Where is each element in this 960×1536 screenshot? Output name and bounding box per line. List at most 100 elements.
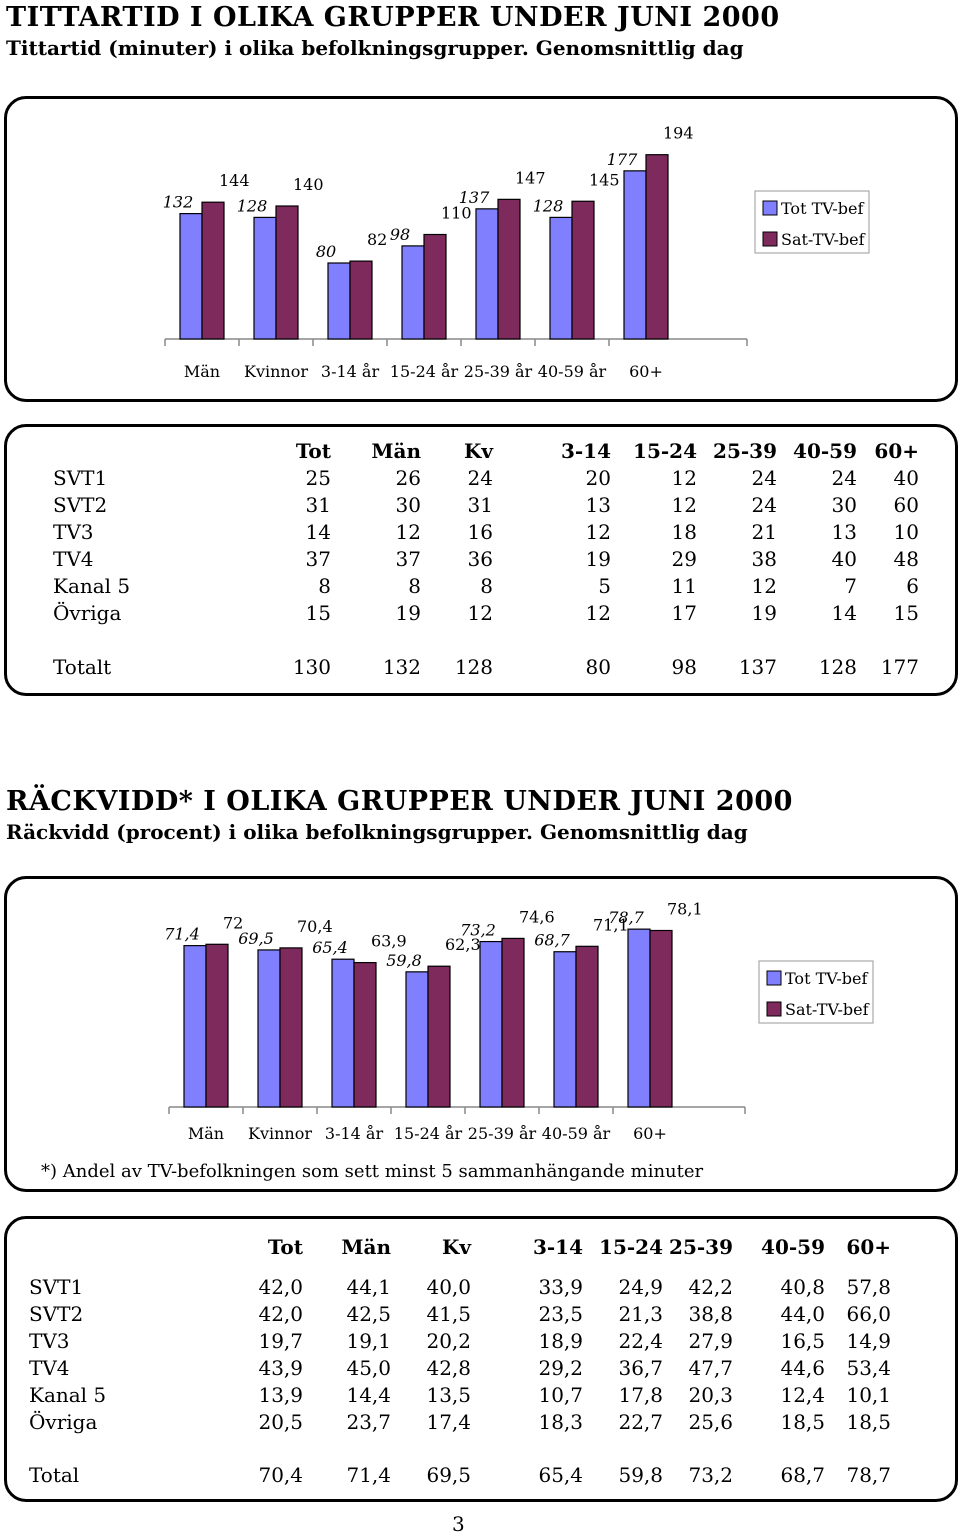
bar-sat [275, 205, 299, 340]
bar-sat [571, 200, 595, 340]
chart1: 132 144 Män 128 140 Kvinnor 80 82 3-14 år 98 110 15… [163, 124, 870, 381]
table-cell: 17 [671, 601, 697, 625]
data-label-sat: 62,3 [445, 935, 481, 954]
bar-sat [279, 947, 303, 1108]
bar-tot [553, 951, 577, 1108]
category-label: 25-39 år [468, 1124, 537, 1143]
table-cell: 30 [831, 493, 857, 517]
table-cell: 10,1 [846, 1383, 891, 1407]
data-label-tot: 177 [607, 150, 638, 169]
table-header: 60+ [846, 1235, 891, 1259]
category-label: Män [188, 1124, 224, 1143]
table-cell: 24 [831, 466, 857, 490]
table-cell: 42,0 [258, 1302, 303, 1326]
total-cell: 68,7 [780, 1463, 825, 1487]
row-label: SVT1 [29, 1275, 84, 1299]
bar-tot [549, 216, 573, 340]
table-cell: 13 [585, 493, 611, 517]
bar-tot [479, 940, 503, 1108]
table-cell: 44,1 [346, 1275, 391, 1299]
table-cell: 40 [831, 547, 857, 571]
data-label-sat: 144 [219, 171, 250, 190]
table-cell: 12 [585, 520, 611, 544]
section1-subtitle: Tittartid (minuter) i olika befolkningsg… [6, 36, 744, 60]
bar-tot [179, 212, 203, 340]
row-label: SVT2 [29, 1302, 84, 1326]
bar-sat [201, 201, 225, 340]
table-cell: 29 [671, 547, 697, 571]
table-cell: 8 [480, 574, 493, 598]
table-cell: 8 [318, 574, 331, 598]
table-cell: 44,6 [780, 1356, 825, 1380]
row-label: TV3 [53, 520, 94, 544]
data-label-tot: 128 [237, 196, 268, 215]
table1: Tot Män Kv 3-14 15-24 25-39 40-59 60+ SVT1 25 26 24… [7, 427, 955, 693]
page-number: 3 [452, 1512, 465, 1536]
category-label: 3-14 år [321, 362, 380, 381]
bar-tot [327, 262, 351, 340]
table-cell: 21,3 [618, 1302, 663, 1326]
table-cell: 24 [467, 466, 493, 490]
total-cell: 130 [292, 655, 331, 679]
table-cell: 36,7 [618, 1356, 663, 1380]
table-cell: 19,1 [346, 1329, 391, 1353]
table-cell: 19 [585, 547, 611, 571]
total-cell: 137 [738, 655, 777, 679]
data-label-tot: 98 [390, 225, 410, 244]
chart2: 71,4 72 Män 69,5 70,4 Kvinnor 65,4 63,9 3-14 år 5… [164, 899, 874, 1143]
bar-tot [183, 945, 207, 1108]
table-cell: 20,3 [688, 1383, 733, 1407]
table-header: Kv [463, 439, 493, 463]
legend-label-sat: Sat-TV-bef [785, 1000, 870, 1019]
data-label-sat: 72 [223, 913, 243, 932]
table-cell: 60 [893, 493, 919, 517]
table-cell: 31 [305, 493, 331, 517]
legend-swatch-tot [766, 970, 782, 986]
bar-sat [575, 945, 599, 1108]
table-cell: 10,7 [538, 1383, 583, 1407]
data-label-sat: 63,9 [371, 932, 407, 951]
bar-tot [627, 928, 651, 1108]
bar-sat [205, 943, 229, 1108]
table-cell: 20 [585, 466, 611, 490]
table-cell: 25,6 [688, 1410, 733, 1434]
data-label-tot: 68,7 [534, 931, 570, 950]
data-label-sat: 78,1 [667, 899, 703, 918]
bar-sat [349, 260, 373, 340]
total-cell: 177 [880, 655, 919, 679]
table-cell: 20,2 [426, 1329, 471, 1353]
category-label: 25-39 år [464, 362, 533, 381]
table-cell: 38 [751, 547, 777, 571]
data-label-tot: 59,8 [386, 951, 422, 970]
table-cell: 48 [893, 547, 919, 571]
legend-label-sat: Sat-TV-bef [781, 230, 866, 249]
table-cell: 14,9 [846, 1329, 891, 1353]
table-cell: 57,8 [846, 1275, 891, 1299]
category-label: 60+ [629, 362, 663, 381]
table-cell: 14 [831, 601, 857, 625]
category-label: 15-24 år [394, 1124, 463, 1143]
table-cell: 42,5 [346, 1302, 391, 1326]
category-label: Kvinnor [248, 1124, 312, 1143]
table-cell: 40 [893, 466, 919, 490]
category-label: Kvinnor [244, 362, 308, 381]
table-cell: 26 [395, 466, 421, 490]
table-cell: 41,5 [426, 1302, 471, 1326]
table-header: 3-14 [532, 1235, 583, 1259]
table-cell: 12,4 [780, 1383, 825, 1407]
data-label-tot: 128 [533, 196, 564, 215]
table-header: 3-14 [560, 439, 611, 463]
bar-sat [645, 154, 669, 340]
table-cell: 45,0 [346, 1356, 391, 1380]
table-cell: 6 [906, 574, 919, 598]
row-label: Kanal 5 [29, 1383, 107, 1407]
table-cell: 21 [751, 520, 777, 544]
category-label: 40-59 år [542, 1124, 611, 1143]
bar-tot [331, 958, 355, 1108]
table-header: 40-59 [761, 1235, 825, 1259]
footnote: *) Andel av TV-befolkningen som sett min… [41, 1161, 704, 1182]
table-header: 25-39 [713, 439, 777, 463]
table-header: Tot [295, 439, 331, 463]
table-cell: 44,0 [780, 1302, 825, 1326]
row-label: SVT2 [53, 493, 108, 517]
